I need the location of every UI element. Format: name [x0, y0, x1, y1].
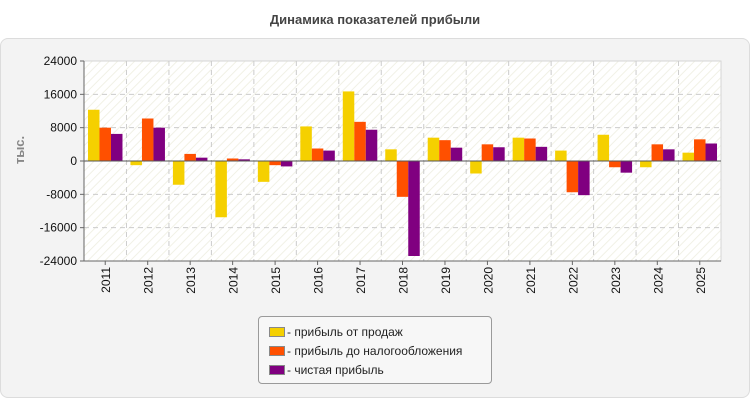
x-tick-label: 2019 [439, 267, 453, 294]
bars [84, 91, 721, 256]
bar-pretax-profit-2018 [396, 161, 409, 197]
bar-pretax-profit-2017 [354, 121, 366, 161]
x-tick-label: 2021 [524, 267, 538, 294]
legend-item-sales-profit: - прибыль от продаж [269, 325, 403, 341]
x-tick-label: 2024 [651, 267, 665, 294]
legend-swatch-pretax-profit [269, 346, 285, 356]
bar-net-profit-2018 [408, 161, 420, 256]
x-tick-label: 2013 [184, 267, 198, 294]
legend-swatch-net-profit [269, 365, 285, 375]
bar-net-profit-2019 [450, 147, 463, 161]
x-tick-label: 2012 [142, 267, 156, 294]
bar-sales-profit-2016 [300, 126, 312, 161]
x-tick-label: 2018 [397, 267, 411, 294]
y-tick-label: 0 [70, 154, 77, 168]
legend-label-net-profit: - чистая прибыль [287, 363, 384, 377]
x-tick-label: 2015 [269, 267, 283, 294]
bar-pretax-profit-2022 [566, 161, 579, 193]
bar-sales-profit-2011 [87, 109, 100, 161]
x-tick-label: 2014 [227, 267, 241, 294]
legend-swatch-sales-profit [269, 327, 285, 337]
bar-pretax-profit-2015 [269, 161, 281, 166]
y-tick-label: 24000 [44, 54, 78, 68]
x-tick-label: 2011 [99, 267, 113, 293]
bar-net-profit-2011 [110, 133, 123, 161]
x-tick-label: 2017 [354, 267, 368, 294]
bar-net-profit-2012 [153, 127, 165, 161]
bar-pretax-profit-2019 [439, 140, 451, 161]
bar-sales-profit-2018 [385, 149, 397, 161]
bar-pretax-profit-2023 [609, 161, 621, 168]
x-axis: 2011 2012 2013 2014 2015 2016 2017 2018 2019 2020… [84, 260, 721, 294]
bar-pretax-profit-2016 [311, 148, 324, 161]
bar-sales-profit-2024 [640, 161, 652, 168]
bar-sales-profit-2023 [597, 134, 610, 161]
bar-pretax-profit-2021 [524, 138, 536, 161]
bar-pretax-profit-2011 [99, 127, 111, 161]
bar-sales-profit-2013 [172, 161, 185, 185]
y-tick-label: -8000 [46, 187, 77, 201]
x-tick-label: 2023 [609, 267, 623, 294]
bar-net-profit-2020 [493, 147, 505, 161]
bar-sales-profit-2017 [342, 91, 355, 161]
x-tick-label: 2022 [566, 267, 580, 294]
chart-title: Динамика показателей прибыли [269, 12, 481, 27]
y-axis-label: тыс. [12, 136, 27, 164]
bar-net-profit-2013 [195, 157, 208, 161]
bar-sales-profit-2012 [130, 161, 142, 166]
bar-pretax-profit-2014 [226, 158, 239, 161]
bar-net-profit-2024 [663, 149, 675, 161]
legend-item-pretax-profit: - прибыль до налогообложения [269, 344, 462, 360]
x-tick-label: 2025 [694, 267, 708, 294]
bar-net-profit-2016 [323, 150, 335, 161]
bar-pretax-profit-2025 [694, 139, 706, 161]
bar-sales-profit-2022 [555, 150, 567, 161]
bar-sales-profit-2014 [215, 161, 227, 218]
y-tick-label: -24000 [40, 254, 78, 268]
x-tick-label: 2020 [481, 267, 495, 294]
bar-net-profit-2023 [620, 161, 633, 173]
y-tick-label: 16000 [44, 87, 78, 101]
bar-sales-profit-2019 [427, 137, 440, 161]
y-tick-label: 8000 [50, 121, 77, 135]
x-tick-label: 2016 [312, 267, 326, 294]
legend-label-pretax-profit: - прибыль до налогообложения [287, 344, 463, 358]
chart-legend: - прибыль от продаж - прибыль до налогоо… [258, 316, 492, 384]
bar-net-profit-2022 [578, 161, 590, 196]
bar-pretax-profit-2024 [651, 144, 664, 161]
bar-net-profit-2021 [535, 146, 548, 161]
bar-net-profit-2025 [705, 143, 718, 161]
y-axis: 24000 16000 8000 0 -8000 -16000 -24000 [40, 54, 85, 268]
bar-pretax-profit-2012 [141, 118, 154, 161]
bar-sales-profit-2021 [512, 137, 525, 161]
y-tick-label: -16000 [40, 221, 78, 235]
bar-sales-profit-2020 [470, 161, 482, 174]
bar-net-profit-2014 [238, 159, 250, 161]
bar-pretax-profit-2020 [481, 144, 494, 161]
bar-sales-profit-2025 [682, 152, 695, 161]
bar-pretax-profit-2013 [184, 153, 196, 161]
bar-net-profit-2015 [280, 161, 293, 167]
bar-net-profit-2017 [365, 129, 378, 161]
legend-item-net-profit: - чистая прибыль [269, 363, 384, 379]
bar-sales-profit-2015 [257, 161, 270, 182]
legend-label-sales-profit: - прибыль от продаж [287, 325, 403, 339]
